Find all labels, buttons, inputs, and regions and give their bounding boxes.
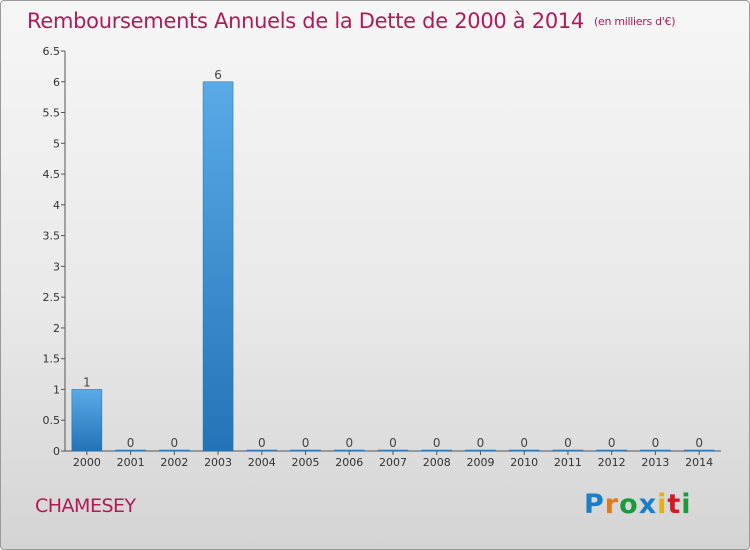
y-tick-label: 6.5 (43, 45, 61, 58)
x-tick-label: 2003 (204, 456, 232, 469)
x-tick-label: 2013 (641, 456, 669, 469)
y-tick-label: 4.5 (43, 168, 61, 181)
x-tick-label: 2000 (73, 456, 101, 469)
y-tick-label: 5 (53, 137, 60, 150)
bar-value-label: 0 (127, 436, 135, 450)
bar-value-label: 0 (302, 436, 310, 450)
y-tick-label: 1 (53, 383, 60, 396)
y-tick-label: 3.5 (43, 230, 61, 243)
y-tick-label: 3 (53, 260, 60, 273)
logo-letter: P (584, 489, 605, 520)
x-tick-label: 2010 (510, 456, 538, 469)
x-tick-label: 2011 (554, 456, 582, 469)
bar-value-label: 0 (564, 436, 572, 450)
bar-value-label: 0 (345, 436, 353, 450)
chart-title: Remboursements Annuels de la Dette de 20… (27, 9, 675, 33)
bar-value-label: 0 (520, 436, 528, 450)
bar (683, 449, 715, 452)
bar-value-label: 0 (171, 436, 179, 450)
chart-title-text: Remboursements Annuels de la Dette de 20… (27, 9, 584, 33)
y-tick-label: 6 (53, 76, 60, 89)
bar-value-label: 0 (433, 436, 441, 450)
x-tick-label: 2004 (248, 456, 276, 469)
chart-unit-label: (en milliers d'€) (594, 15, 676, 28)
x-axis: 2000 2001 2002 2003 2004 2005 2006 2007 2008 2009… (65, 450, 721, 469)
x-tick-label: 2014 (685, 456, 713, 469)
bar-value-label: 0 (477, 436, 485, 450)
bar (508, 449, 540, 452)
proxiti-logo: Proxiti (584, 489, 692, 520)
bar (552, 449, 584, 452)
logo-letter: i (681, 489, 692, 520)
bar-value-label: 1 (83, 375, 91, 389)
y-tick-label: 5.5 (43, 107, 61, 120)
bar (596, 449, 627, 452)
logo-letter: i (657, 489, 668, 520)
bar (377, 449, 409, 452)
bar (290, 449, 321, 452)
bar-value-label: 6 (214, 68, 222, 82)
y-tick-label: 2 (53, 322, 60, 335)
bar (159, 449, 190, 452)
x-tick-label: 2002 (160, 456, 188, 469)
x-tick-label: 2009 (466, 456, 494, 469)
x-tick-label: 2012 (598, 456, 626, 469)
x-tick-label: 2001 (117, 456, 145, 469)
y-tick-label: 4 (53, 199, 60, 212)
y-tick-label: 0.5 (43, 414, 61, 427)
y-tick-label: 0 (53, 445, 60, 458)
y-tick-label: 1.5 (43, 353, 61, 366)
logo-letter: t (667, 489, 682, 520)
bar-value-label: 0 (608, 436, 616, 450)
bars (71, 81, 715, 452)
bar (115, 449, 146, 452)
bar (465, 449, 496, 452)
y-tick-label: 2.5 (43, 291, 61, 304)
bar (202, 81, 234, 452)
x-tick-label: 2006 (335, 456, 363, 469)
logo-letter: x (638, 489, 658, 520)
bar (640, 449, 671, 452)
bar (334, 449, 365, 452)
y-axis: 0 0.5 1 1.5 2 2.5 3 3.5 4 4.5 5 5.5 6 6.5 (43, 45, 66, 458)
x-tick-label: 2008 (423, 456, 451, 469)
logo-letter: o (619, 489, 639, 520)
bar (421, 449, 452, 452)
data-labels: 1 0 0 6 0 0 0 0 0 0 0 0 0 0 0 (83, 68, 703, 450)
commune-name: CHAMESEY (35, 495, 136, 517)
logo-letter: r (604, 489, 620, 520)
bar-value-label: 0 (258, 436, 266, 450)
x-tick-label: 2005 (292, 456, 320, 469)
bar-value-label: 0 (389, 436, 397, 450)
bar (246, 449, 278, 452)
bar (71, 389, 103, 452)
bar-value-label: 0 (695, 436, 703, 450)
bar-value-label: 0 (652, 436, 660, 450)
x-tick-label: 2007 (379, 456, 407, 469)
